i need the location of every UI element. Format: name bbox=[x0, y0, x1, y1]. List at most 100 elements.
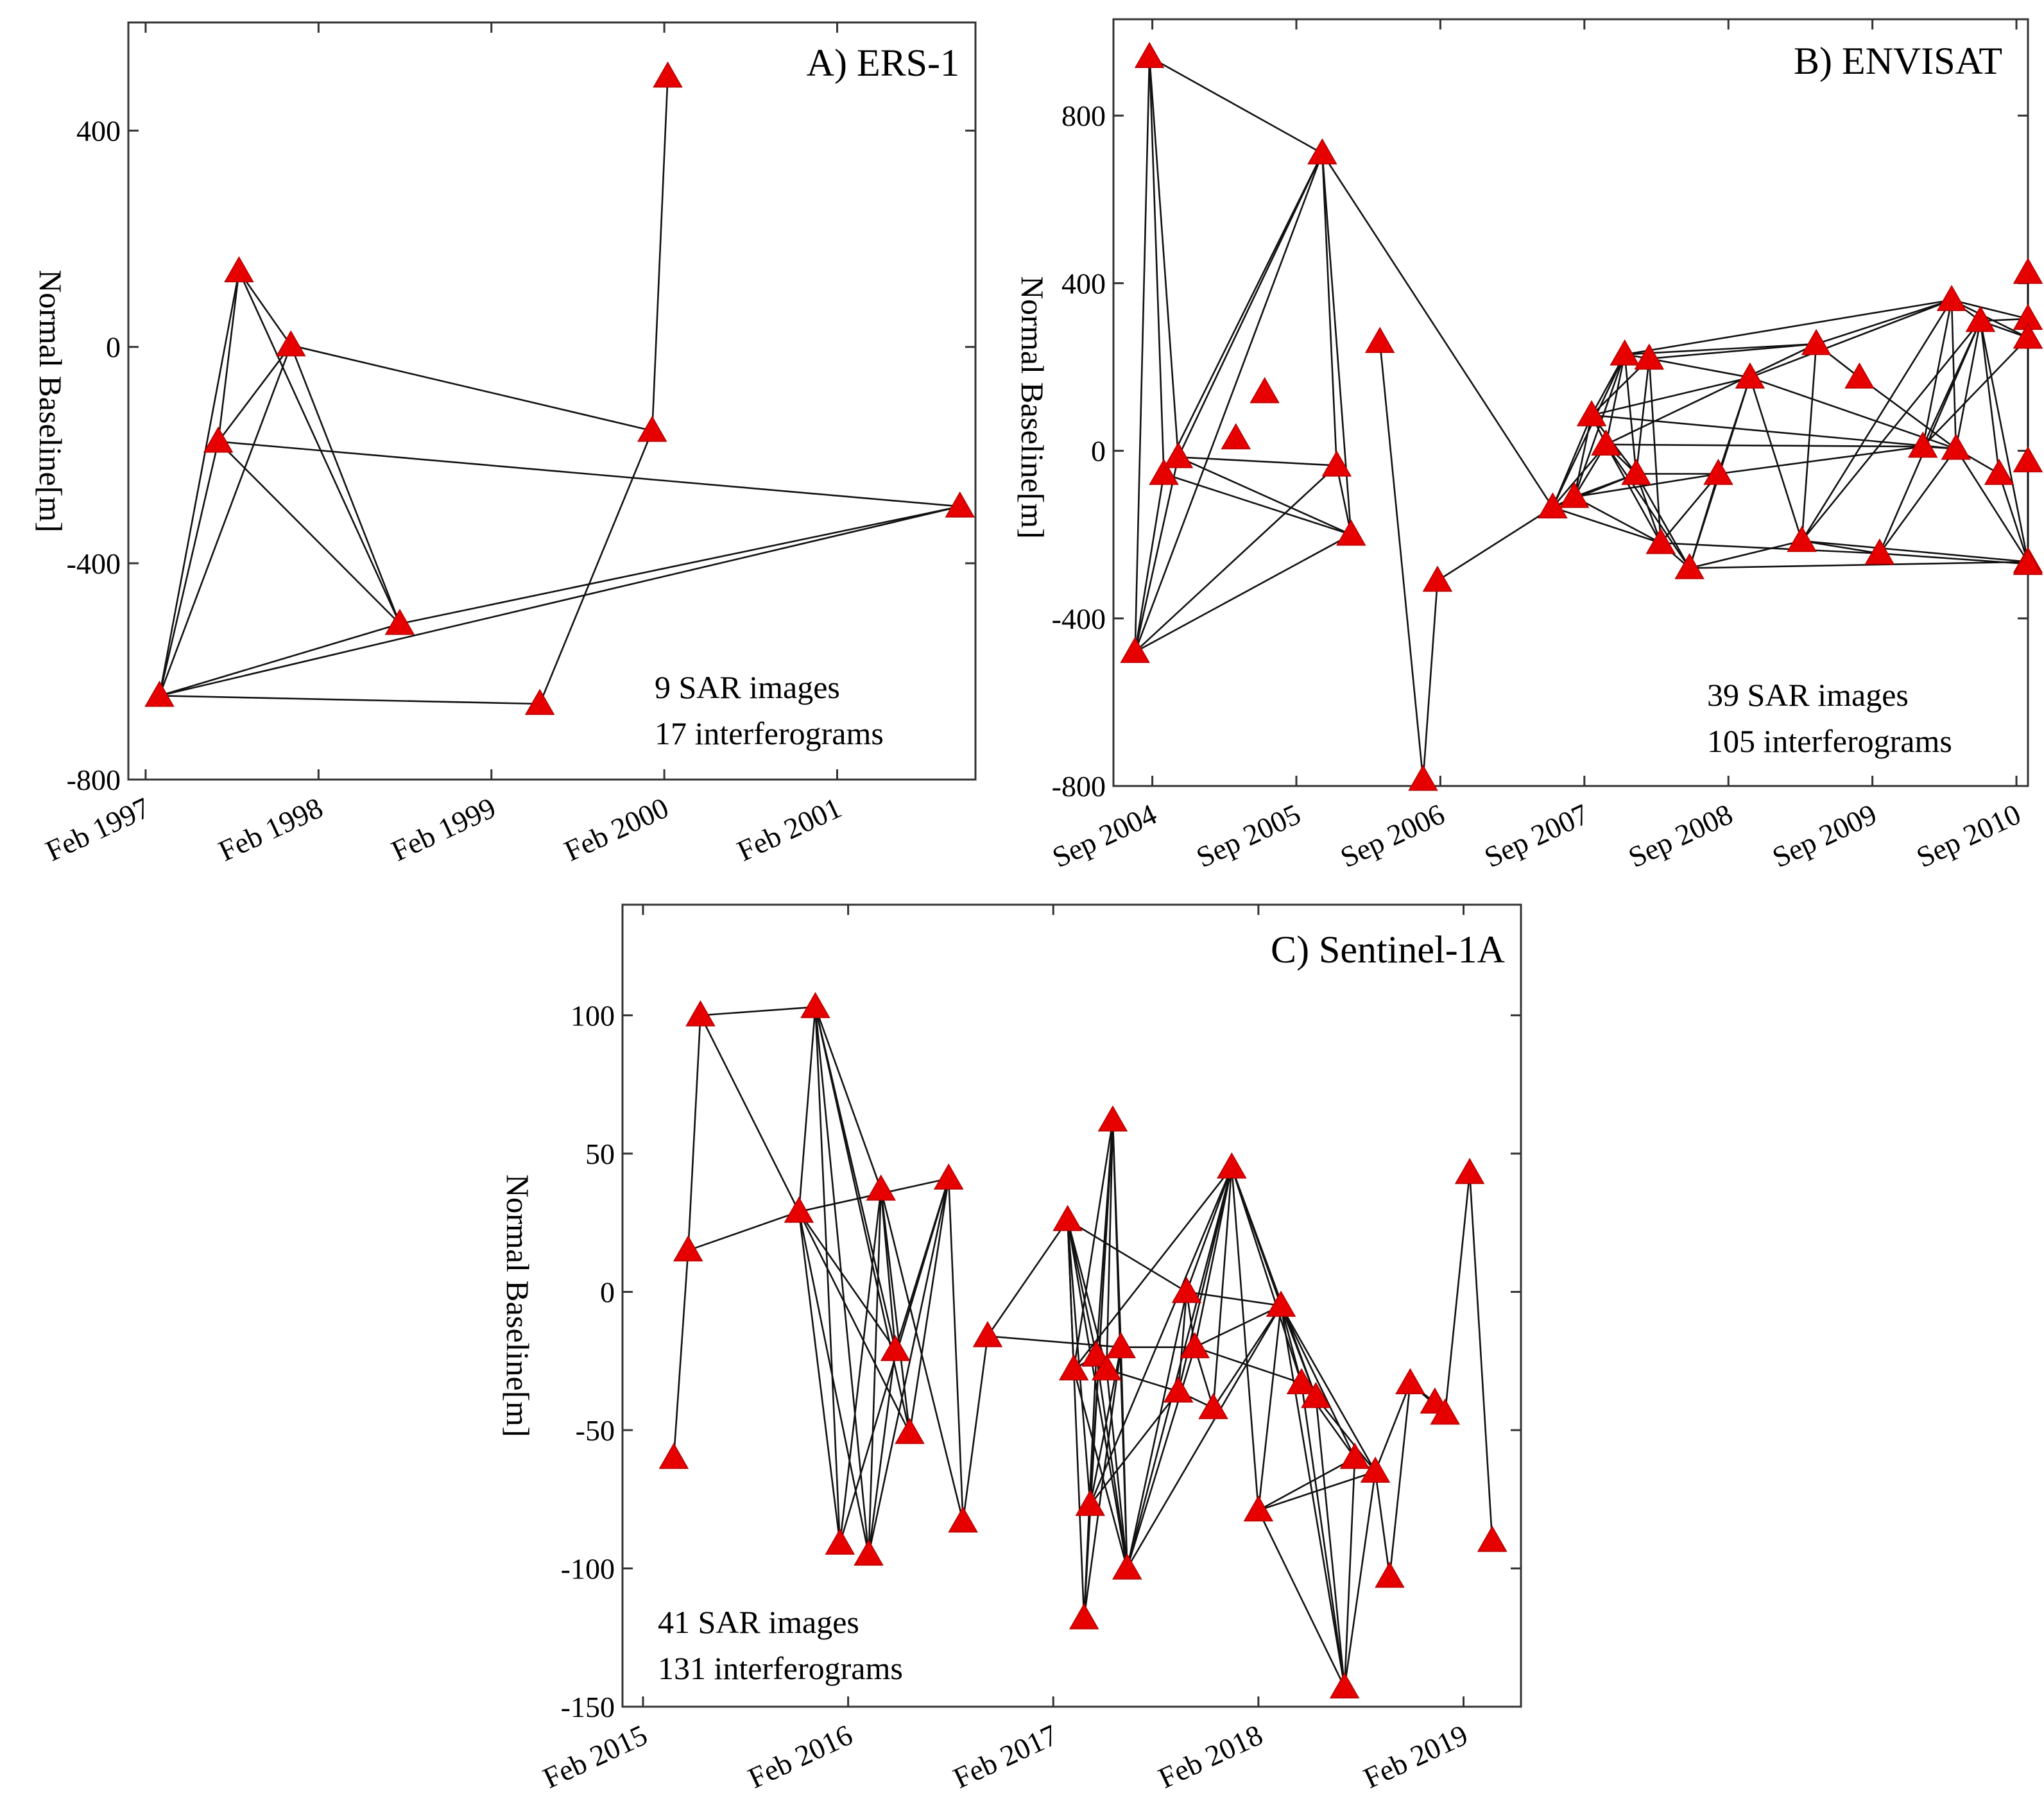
panel-title: C) Sentinel-1A bbox=[1271, 928, 1505, 971]
sar-image-marker bbox=[1217, 1152, 1247, 1179]
sar-image-marker bbox=[203, 426, 234, 453]
interferogram-edge bbox=[1194, 1167, 1233, 1347]
interferogram-edge bbox=[1921, 320, 1982, 447]
interferogram-edge bbox=[1280, 1305, 1356, 1458]
interferogram-edge bbox=[1134, 465, 1337, 653]
sar-image-marker bbox=[948, 1506, 978, 1533]
sar-image-marker bbox=[658, 1442, 689, 1469]
interferogram-edge bbox=[1280, 1305, 1346, 1688]
x-tick-label: Sep 2009 bbox=[1767, 798, 1882, 874]
interferogram-edge bbox=[1955, 320, 1982, 449]
interferogram-edge bbox=[1185, 1167, 1233, 1292]
interferogram-edge bbox=[868, 1349, 897, 1555]
interferogram-edge bbox=[814, 1007, 841, 1544]
interferogram-edge bbox=[1126, 1347, 1196, 1569]
sar-image-marker bbox=[1321, 450, 1352, 477]
panel-envisat: -800 -400 0 400 800 Sep 2004 Sep 2005 Sep 2006 S… bbox=[1015, 18, 2043, 874]
sar-image-marker bbox=[1092, 1354, 1122, 1381]
y-tick-label: -400 bbox=[1052, 602, 1106, 635]
interferogram-edge bbox=[1389, 1383, 1411, 1577]
interferogram-edge bbox=[814, 1007, 911, 1433]
interferogram-edge bbox=[1163, 153, 1323, 475]
x-tick-label: Feb 2001 bbox=[732, 791, 846, 867]
sar-image-marker bbox=[685, 1000, 716, 1027]
interferogram-edge bbox=[1718, 445, 1923, 475]
interferogram-edge bbox=[880, 1189, 911, 1433]
sar-image-marker bbox=[1301, 1381, 1331, 1408]
interferogram-edge bbox=[1194, 1304, 1282, 1348]
interferogram-edge bbox=[1374, 1471, 1391, 1577]
sar-image-marker bbox=[880, 1335, 911, 1362]
interferogram-edge bbox=[1280, 1305, 1377, 1473]
y-tick-label: -50 bbox=[576, 1414, 615, 1447]
x-tick-label: Feb 2018 bbox=[1153, 1718, 1267, 1795]
panel-title: B) ENVISAT bbox=[1794, 40, 2002, 82]
x-tick-label: Sep 2008 bbox=[1624, 798, 1738, 874]
interferogram-edge bbox=[159, 623, 400, 697]
x-tick-label: Feb 1998 bbox=[214, 791, 328, 867]
y-axis-label: Normal Baseline[m] bbox=[33, 269, 69, 533]
x-tick-label: Feb 2016 bbox=[743, 1718, 857, 1795]
sar-image-marker bbox=[1329, 1672, 1360, 1699]
annotation-sar-images: 9 SAR images bbox=[655, 669, 840, 705]
sar-image-marker bbox=[854, 1539, 884, 1566]
sar-image-marker bbox=[1674, 552, 1705, 579]
interferogram-edge bbox=[1573, 414, 1593, 497]
plot-frame bbox=[127, 21, 977, 781]
interferogram-edge bbox=[1816, 299, 1952, 345]
y-tick-label: 50 bbox=[585, 1138, 615, 1170]
x-tick-label: Sep 2007 bbox=[1479, 798, 1593, 874]
interferogram-edge bbox=[1335, 465, 1352, 535]
interferogram-edge bbox=[1083, 1347, 1122, 1619]
interferogram-edge bbox=[1177, 1292, 1188, 1392]
sar-image-marker bbox=[784, 1196, 814, 1223]
sar-image-marker bbox=[1180, 1332, 1210, 1358]
interferogram-edge bbox=[1801, 540, 1880, 554]
interferogram-edge bbox=[1067, 1220, 1097, 1356]
sar-image-marker bbox=[895, 1417, 925, 1444]
sar-image-marker bbox=[825, 1528, 855, 1555]
interferogram-edge bbox=[1605, 354, 1626, 445]
interferogram-edge bbox=[1605, 343, 1817, 445]
panel-title: A) ERS-1 bbox=[807, 42, 959, 84]
interferogram-edge bbox=[290, 345, 401, 624]
interferogram-edge bbox=[798, 1211, 911, 1433]
interferogram-edge bbox=[1083, 1505, 1092, 1619]
y-tick-label: 0 bbox=[600, 1276, 615, 1308]
y-tick-label: 0 bbox=[106, 331, 121, 364]
sar-image-marker bbox=[1430, 1398, 1461, 1425]
sar-image-marker bbox=[1163, 1376, 1194, 1403]
interferogram-edge bbox=[1717, 377, 1751, 474]
interferogram-edge bbox=[1859, 377, 1957, 450]
sar-image-marker bbox=[673, 1235, 703, 1262]
interferogram-edge bbox=[868, 1178, 950, 1555]
panel-sentinel-1a: -150 -100 -50 0 50 100 Feb 2015 Feb 2016 Feb 201… bbox=[500, 903, 1522, 1795]
y-tick-label: -400 bbox=[67, 547, 121, 580]
sar-image-marker bbox=[1907, 431, 1938, 458]
y-tick-label: -800 bbox=[1052, 770, 1106, 803]
interferogram-edge bbox=[1095, 1355, 1128, 1569]
interferogram-edge bbox=[1979, 321, 2000, 474]
sar-image-marker bbox=[1621, 458, 1651, 485]
interferogram-edge bbox=[1574, 496, 1662, 544]
sar-image-marker bbox=[1364, 327, 1395, 354]
interferogram-edge bbox=[1749, 299, 1952, 379]
sar-image-marker bbox=[275, 330, 306, 357]
sar-image-marker bbox=[637, 415, 667, 442]
interferogram-edge bbox=[1878, 448, 1957, 554]
sar-image-marker bbox=[1134, 42, 1165, 69]
interferogram-edge bbox=[1635, 358, 1651, 474]
interferogram-edge bbox=[1164, 473, 1352, 536]
sar-image-marker bbox=[1112, 1553, 1142, 1580]
interferogram-edge bbox=[1126, 1167, 1233, 1569]
interferogram-edge bbox=[1149, 56, 1323, 155]
annotation-interferograms: 105 interferograms bbox=[1707, 723, 1952, 759]
sar-image-marker bbox=[1591, 429, 1621, 456]
x-tick-label: Sep 2006 bbox=[1335, 798, 1450, 874]
y-tick-label: 800 bbox=[1061, 99, 1106, 132]
interferogram-edge bbox=[1321, 153, 1338, 466]
y-tick-label: 100 bbox=[571, 999, 615, 1032]
interferogram-edge bbox=[1422, 580, 1439, 780]
interferogram-edge bbox=[159, 441, 219, 696]
interferogram-edge bbox=[1315, 1396, 1377, 1473]
